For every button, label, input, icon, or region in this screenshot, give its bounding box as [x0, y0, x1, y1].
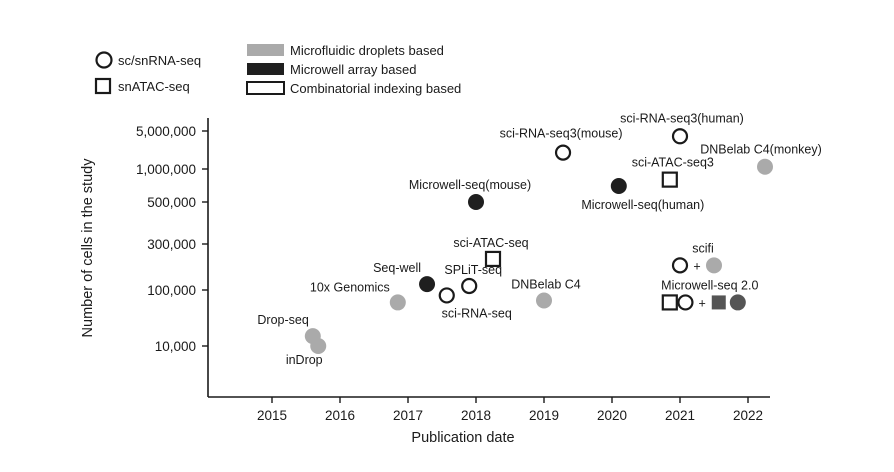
- circle-marker: [677, 294, 694, 311]
- data-point: sci-RNA-seq3(mouse): [500, 127, 623, 161]
- circle-marker: [389, 294, 406, 311]
- x-tick-label: 2021: [665, 408, 695, 423]
- point-label: inDrop: [286, 353, 323, 367]
- legend-label: sc/snRNA-seq: [118, 53, 201, 68]
- circle-marker: [419, 276, 436, 293]
- data-point: inDrop: [286, 338, 327, 367]
- data-point: sci-ATAC-seq3: [632, 156, 714, 188]
- point-label: Microwell-seq(mouse): [409, 178, 531, 192]
- x-tick-label: 2015: [257, 408, 287, 423]
- circle-marker: [468, 194, 484, 210]
- legend-label: snATAC-seq: [118, 79, 190, 94]
- point-label: sci-RNA-seq: [442, 306, 512, 320]
- legend-label: Microfluidic droplets based: [290, 43, 444, 58]
- y-tick-label: 100,000: [147, 283, 196, 298]
- legend-label: Microwell array based: [290, 62, 416, 77]
- point-label: DNBelab C4: [511, 277, 581, 291]
- legend-swatch: [247, 63, 284, 75]
- circle-marker: [671, 128, 689, 145]
- point-label: Drop-seq: [257, 313, 308, 327]
- data-point: Drop-seq: [257, 313, 321, 345]
- x-axis-title: Publication date: [411, 430, 514, 446]
- y-tick-label: 300,000: [147, 237, 196, 252]
- y-tick-label: 500,000: [147, 195, 196, 210]
- data-point: SPLiT-seq: [444, 263, 502, 295]
- plus-sign: +: [693, 259, 700, 273]
- x-tick-label: 2016: [325, 408, 355, 423]
- point-label: sci-ATAC-seq3: [632, 156, 714, 170]
- y-tick-label: 10,000: [155, 339, 196, 354]
- circle-marker: [554, 144, 572, 161]
- point-label: Seq-well: [373, 261, 421, 275]
- data-point: Seq-well: [373, 261, 436, 293]
- legend-swatch: [246, 81, 285, 95]
- square-marker: [484, 250, 502, 268]
- legend-circle-icon: [95, 51, 113, 69]
- data-point: Microwell-seq(human): [581, 177, 704, 212]
- x-tick-label: 2022: [733, 408, 763, 423]
- circle-marker: [536, 292, 552, 309]
- y-tick-label: 1,000,000: [136, 162, 196, 177]
- point-label: sci-RNA-seq3(mouse): [500, 127, 623, 141]
- legend-swatch: [247, 44, 284, 56]
- x-tick-label: 2019: [529, 408, 559, 423]
- data-point: sci-RNA-seq: [438, 287, 512, 320]
- data-point: Microwell-seq(mouse): [409, 178, 531, 210]
- axes: 2015 2016 2017 2018 2019 2020 2021 2022 10,000 10…: [80, 118, 770, 446]
- data-point: DNBelab C4: [511, 277, 581, 309]
- y-tick-label: 5,000,000: [136, 124, 196, 139]
- legend: sc/snRNA-seq snATAC-seq Microfluidic dropl…: [94, 43, 461, 96]
- legend-square-icon: [94, 77, 112, 95]
- circle-marker: [757, 158, 773, 175]
- data-marks: Drop-seq inDrop 10x Genomics Seq-well sci-RN…: [257, 111, 821, 367]
- circle-marker: [310, 338, 327, 354]
- square-marker: [711, 295, 726, 310]
- point-label: sci-RNA-seq3(human): [620, 111, 744, 125]
- group-label: scifi: [692, 241, 714, 255]
- plus-sign: +: [698, 296, 705, 310]
- square-marker: [661, 294, 678, 311]
- circle-marker: [729, 294, 746, 311]
- circle-marker: [671, 257, 689, 274]
- point-label: Microwell-seq(human): [581, 198, 704, 212]
- square-marker: [661, 171, 678, 188]
- data-group: + scifi: [671, 241, 722, 274]
- y-axis-title: Number of cells in the study: [80, 158, 96, 338]
- legend-label: Combinatorial indexing based: [290, 81, 461, 96]
- circle-marker: [706, 257, 722, 274]
- point-label: 10x Genomics: [310, 280, 390, 294]
- data-group: + Microwell-seq 2.0: [661, 278, 758, 311]
- circle-marker: [438, 287, 455, 304]
- data-point: 10x Genomics: [310, 280, 406, 311]
- data-point: DNBelab C4(monkey): [700, 143, 822, 175]
- x-tick-label: 2020: [597, 408, 627, 423]
- circle-marker: [461, 277, 478, 295]
- circle-marker: [610, 177, 627, 194]
- point-label: DNBelab C4(monkey): [700, 143, 822, 157]
- x-tick-label: 2017: [393, 408, 423, 423]
- group-label: Microwell-seq 2.0: [661, 278, 758, 292]
- data-point: sci-RNA-seq3(human): [620, 111, 744, 145]
- x-tick-label: 2018: [461, 408, 491, 423]
- data-point: sci-ATAC-seq: [453, 236, 529, 268]
- point-label: sci-ATAC-seq: [453, 236, 528, 250]
